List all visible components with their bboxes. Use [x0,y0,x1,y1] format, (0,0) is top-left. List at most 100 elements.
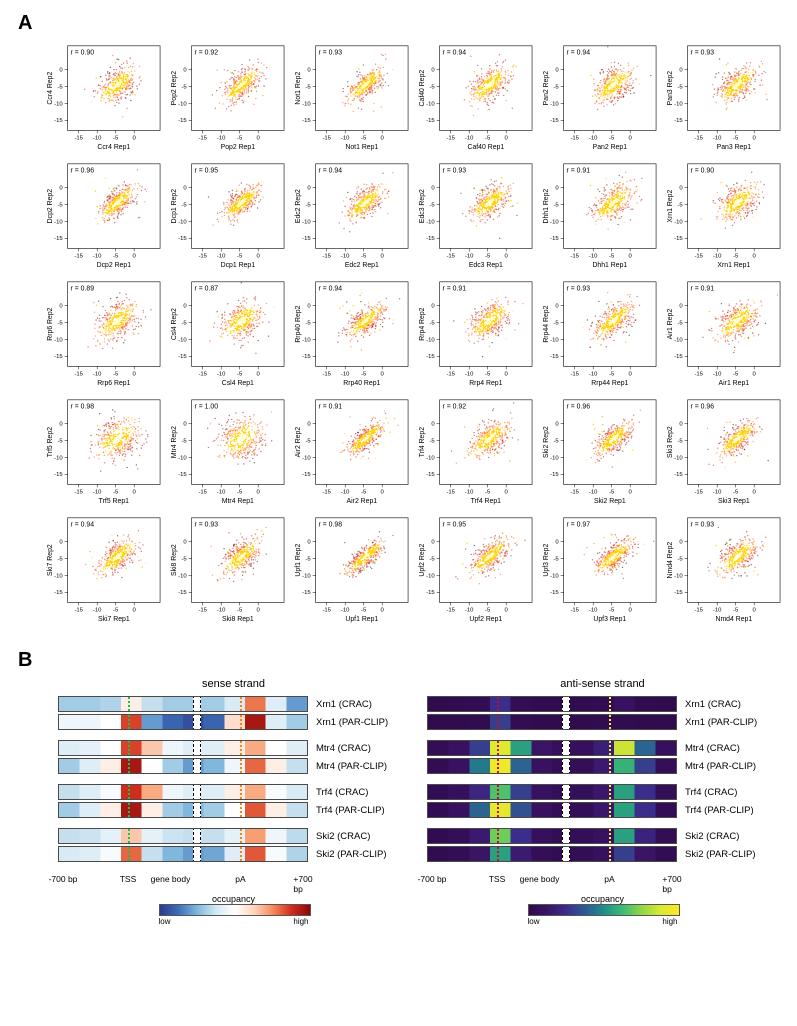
xaxis-tick: TSS [120,874,137,884]
scatter-upf2: -15-15-10-10-5-500Upf2 Rep1Upf2 Rep2r = … [416,511,536,625]
xaxis-tick: +700 bp [662,874,681,894]
scatter-rrp4: -15-15-10-10-5-500Rrp4 Rep1Rrp4 Rep2r = … [416,275,536,389]
xaxis-tick: gene body [520,874,560,884]
heatmap-row: Ski2 (CRAC) [58,828,409,844]
scatter-xrn1: -15-15-10-10-5-500Xrn1 Rep1Xrn1 Rep2r = … [664,157,784,271]
sense-cbar-title: occupancy [159,894,309,904]
scatter-pan3: -15-15-10-10-5-500Pan3 Rep1Pan3 Rep2r = … [664,39,784,153]
heatmap-canvas [427,758,677,774]
scatter-pop2: -15-15-10-10-5-500Pop2 Rep1Pop2 Rep2r = … [168,39,288,153]
svg-text:-15: -15 [550,118,559,124]
svg-text:0: 0 [183,67,187,73]
heatmap-canvas [427,802,677,818]
heatmap-row-label: Xrn1 (PAR-CLIP) [685,717,778,728]
heatmap-group-trf4: Trf4 (CRAC)Trf4 (PAR-CLIP) [427,784,778,818]
svg-text:Pan2 Rep2: Pan2 Rep2 [543,71,550,106]
svg-text:-10: -10 [217,253,226,259]
xaxis-tick: pA [235,874,245,884]
scatter-pan2: -15-15-10-10-5-500Pan2 Rep1Pan2 Rep2r = … [540,39,660,153]
scatter-air2: -15-15-10-10-5-500Air2 Rep1Air2 Rep2r = … [292,393,412,507]
heatmap-row-label: Trf4 (CRAC) [685,787,778,798]
heatmap-group-mtr4: Mtr4 (CRAC)Mtr4 (PAR-CLIP) [58,740,409,774]
svg-text:0: 0 [257,253,261,259]
heatmap-row-label: Ski2 (CRAC) [316,831,409,842]
svg-text:0: 0 [381,135,385,141]
heatmap-group-ski2: Ski2 (CRAC)Ski2 (PAR-CLIP) [427,828,778,862]
scatter-mtr4: -15-15-10-10-5-500Mtr4 Rep1Mtr4 Rep2r = … [168,393,288,507]
panel-a-label: A [18,12,779,35]
anti-cbar-title: occupancy [528,894,678,904]
svg-text:0: 0 [59,67,63,73]
svg-text:-10: -10 [302,219,311,225]
svg-text:-10: -10 [93,253,102,259]
heatmap-canvas [427,828,677,844]
svg-text:-10: -10 [674,101,683,107]
scatter-edc3: -15-15-10-10-5-500Edc3 Rep1Edc3 Rep2r = … [416,157,536,271]
svg-text:-10: -10 [589,253,598,259]
svg-text:-15: -15 [426,118,435,124]
svg-text:-5: -5 [485,135,491,141]
sense-groups: Xrn1 (CRAC)Xrn1 (PAR-CLIP) Mtr4 (CRAC)Mtr… [58,696,409,872]
anti-cbar-high: high [662,917,677,926]
scatter-trf5: -15-15-10-10-5-500Trf5 Rep1Trf5 Rep2r = … [44,393,164,507]
svg-text:Dhh1 Rep1: Dhh1 Rep1 [592,262,627,269]
panel-b-left: sense strand Xrn1 (CRAC)Xrn1 (PAR-CLIP)M… [58,678,409,926]
svg-text:Dcp2 Rep2: Dcp2 Rep2 [47,189,54,224]
svg-text:-5: -5 [181,84,187,90]
svg-text:0: 0 [381,253,385,259]
heatmap-row-label: Mtr4 (PAR-CLIP) [685,761,778,772]
svg-text:-15: -15 [694,135,703,141]
svg-text:r = 0.94: r = 0.94 [567,50,591,57]
scatter-ccr4: -15-15-10-10-5-500Ccr4 Rep1Ccr4 Rep2r = … [44,39,164,153]
svg-text:-15: -15 [426,236,435,242]
scatter-rrp40: -15-15-10-10-5-500Rrp40 Rep1Rrp40 Rep2r … [292,275,412,389]
svg-text:r = 0.93: r = 0.93 [319,50,343,57]
scatter-grid: -15-15-10-10-5-500Ccr4 Rep1Ccr4 Rep2r = … [44,39,784,625]
anti-groups: Xrn1 (CRAC) Xrn1 (PAR-CLIP) Mtr4 (CRAC)Mtr… [427,696,778,872]
scatter-rrp44: -15-15-10-10-5-500Rrp44 Rep1Rrp44 Rep2r … [540,275,660,389]
heatmap-row-label: Trf4 (CRAC) [316,787,409,798]
svg-text:-15: -15 [198,135,207,141]
scatter-upf3: -15-15-10-10-5-500Upf3 Rep1Upf3 Rep2r = … [540,511,660,625]
heatmap-row-label: Xrn1 (CRAC) [316,699,409,710]
scatter-ski3: -15-15-10-10-5-500Ski3 Rep1Ski3 Rep2r = … [664,393,784,507]
heatmap-group-mtr4: Mtr4 (CRAC)Mtr4 (PAR-CLIP) [427,740,778,774]
scatter-ski8: -15-15-10-10-5-500Ski8 Rep1Ski8 Rep2r = … [168,511,288,625]
svg-text:-5: -5 [305,84,311,90]
svg-text:-5: -5 [733,135,739,141]
svg-text:Dcp2 Rep1: Dcp2 Rep1 [97,262,132,269]
svg-text:-10: -10 [426,219,435,225]
svg-text:-15: -15 [674,118,683,124]
sense-cbar-bar [159,904,311,916]
svg-text:-15: -15 [54,118,63,124]
svg-text:-15: -15 [446,253,455,259]
panel-b: sense strand Xrn1 (CRAC)Xrn1 (PAR-CLIP)M… [58,678,778,926]
svg-text:-10: -10 [93,135,102,141]
scatter-ski7: -15-15-10-10-5-500Ski7 Rep1Ski7 Rep2r = … [44,511,164,625]
svg-text:0: 0 [431,67,435,73]
heatmap-row: Mtr4 (CRAC) [58,740,409,756]
svg-text:Pop2 Rep1: Pop2 Rep1 [221,144,256,151]
heatmap-group-trf4: Trf4 (CRAC)Trf4 (PAR-CLIP) [58,784,409,818]
heatmap-canvas [427,784,677,800]
scatter-ski2: -15-15-10-10-5-500Ski2 Rep1Ski2 Rep2r = … [540,393,660,507]
anti-cbar-bar [528,904,680,916]
svg-text:-5: -5 [677,84,683,90]
xaxis-tick: -700 bp [418,874,447,884]
heatmap-row: Xrn1 (CRAC) [427,696,778,712]
svg-text:0: 0 [133,135,137,141]
scatter-upf1: -15-15-10-10-5-500Upf1 Rep1Upf1 Rep2r = … [292,511,412,625]
svg-text:-10: -10 [178,219,187,225]
svg-text:0: 0 [257,135,261,141]
svg-text:0: 0 [555,67,559,73]
svg-text:-5: -5 [237,135,243,141]
anti-cbar-labels: low high [528,917,678,926]
xaxis-tick: +700 bp [293,874,312,894]
heatmap-row: Ski2 (PAR-CLIP) [58,846,409,862]
heatmap-group-xrn1: Xrn1 (CRAC)Xrn1 (PAR-CLIP) [58,696,409,730]
scatter-edc2: -15-15-10-10-5-500Edc2 Rep1Edc2 Rep2r = … [292,157,412,271]
svg-text:0: 0 [431,185,435,191]
svg-text:-15: -15 [446,135,455,141]
panel-b-right: anti-sense strand Xrn1 (CRAC)Xrn1 (PAR-C… [427,678,778,926]
xaxis-tick: -700 bp [49,874,78,884]
